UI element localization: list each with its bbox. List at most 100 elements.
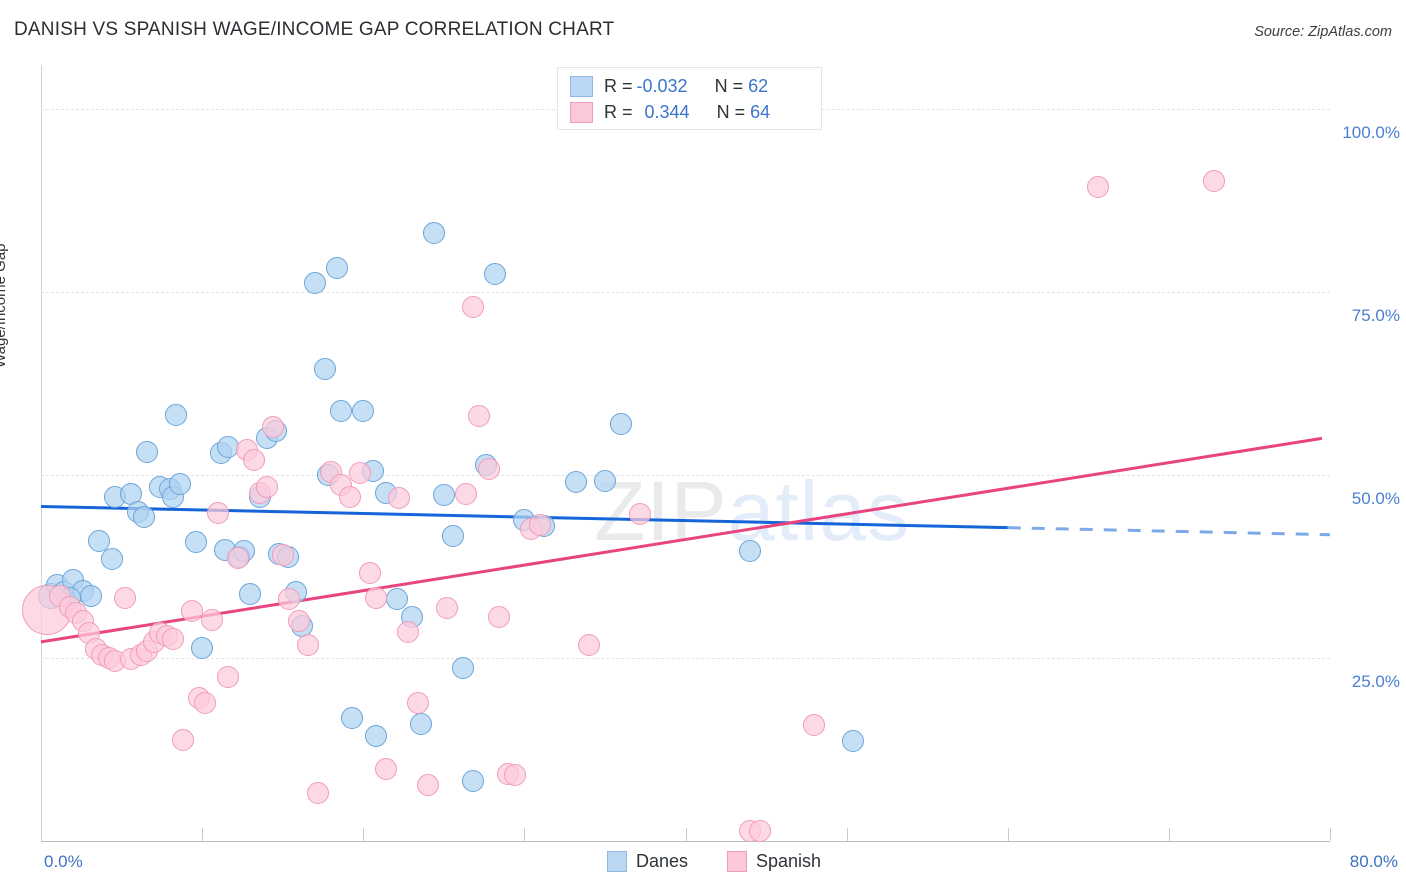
legend-label-danes: Danes	[636, 851, 689, 871]
legend-swatch-danes	[607, 851, 627, 872]
scatter-point-pink[interactable]	[242, 449, 265, 472]
x-axis-tick	[846, 828, 848, 841]
stats-n-value-danes: 62	[748, 75, 769, 96]
scatter-point-pink[interactable]	[216, 666, 239, 688]
scatter-point-pink[interactable]	[307, 781, 330, 804]
scatter-point-blue[interactable]	[239, 582, 262, 605]
scatter-point-pink[interactable]	[297, 633, 320, 656]
stats-n-label-danes: N =	[714, 75, 744, 96]
scatter-point-pink[interactable]	[629, 503, 652, 526]
scatter-point-pink[interactable]	[468, 405, 491, 428]
scatter-point-blue[interactable]	[484, 263, 507, 286]
scatter-point-blue[interactable]	[352, 399, 375, 422]
scatter-point-blue[interactable]	[442, 525, 465, 548]
scatter-point-pink[interactable]	[374, 758, 397, 781]
x-axis-tick	[685, 828, 687, 841]
scatter-point-blue[interactable]	[100, 548, 123, 571]
scatter-point-blue[interactable]	[168, 473, 191, 496]
scatter-point-pink[interactable]	[529, 513, 552, 536]
stats-swatch-danes	[570, 75, 593, 97]
scatter-point-pink[interactable]	[162, 627, 185, 650]
scatter-point-pink[interactable]	[365, 586, 388, 609]
scatter-point-blue[interactable]	[313, 357, 336, 380]
scatter-point-blue[interactable]	[136, 440, 159, 463]
stats-n-label-spanish: N =	[716, 101, 746, 122]
x-axis-tick	[1168, 828, 1170, 841]
scatter-point-pink[interactable]	[803, 714, 826, 737]
scatter-point-pink[interactable]	[461, 295, 484, 318]
scatter-point-blue[interactable]	[191, 636, 214, 659]
scatter-point-pink[interactable]	[171, 728, 194, 751]
scatter-point-pink[interactable]	[748, 819, 771, 842]
scatter-point-pink[interactable]	[397, 620, 420, 643]
scatter-point-pink[interactable]	[200, 608, 223, 631]
scatter-point-pink[interactable]	[416, 774, 439, 797]
legend-item-danes[interactable]: Danes	[607, 851, 688, 872]
scatter-point-pink[interactable]	[407, 692, 430, 715]
correlation-stats-box: R = -0.032 N = 62 R = 0.344 N = 64	[557, 67, 822, 130]
scatter-point-pink[interactable]	[226, 547, 249, 570]
scatter-point-pink[interactable]	[436, 597, 459, 620]
scatter-point-blue[interactable]	[423, 222, 446, 245]
scatter-point-blue[interactable]	[452, 657, 475, 680]
scatter-point-pink[interactable]	[278, 588, 301, 611]
scatter-point-blue[interactable]	[340, 707, 363, 729]
scatter-point-blue[interactable]	[738, 540, 761, 563]
scatter-point-blue[interactable]	[410, 712, 433, 735]
x-axis-tick	[202, 828, 204, 841]
scatter-point-pink[interactable]	[455, 482, 478, 505]
y-axis-title: Wage/Income Gap	[0, 243, 9, 368]
scatter-point-blue[interactable]	[365, 724, 388, 747]
scatter-point-blue[interactable]	[610, 412, 633, 435]
scatter-point-blue[interactable]	[461, 769, 484, 792]
scatter-point-pink[interactable]	[287, 610, 310, 633]
scatter-point-pink[interactable]	[194, 692, 217, 715]
stats-row-danes: R = -0.032 N = 62	[570, 72, 768, 100]
scatter-point-pink[interactable]	[487, 605, 510, 628]
scatter-point-blue[interactable]	[184, 531, 207, 554]
scatter-point-blue[interactable]	[165, 403, 188, 426]
scatter-point-pink[interactable]	[358, 562, 381, 585]
x-axis-line	[41, 841, 1330, 842]
scatter-point-pink[interactable]	[387, 487, 410, 510]
scatter-point-pink[interactable]	[349, 462, 372, 485]
x-axis-tick	[1330, 828, 1331, 841]
page-title: DANISH VS SPANISH WAGE/INCOME GAP CORREL…	[14, 19, 615, 40]
scatter-point-blue[interactable]	[593, 469, 616, 492]
legend-item-spanish[interactable]: Spanish	[727, 851, 821, 872]
scatter-point-blue[interactable]	[564, 471, 587, 494]
plot-area: ZIPatlas	[22, 65, 1331, 842]
scatter-point-pink[interactable]	[262, 416, 285, 439]
x-axis-tick	[363, 828, 365, 841]
stats-r-label-danes: R =	[604, 75, 633, 96]
scatter-point-blue[interactable]	[432, 484, 455, 507]
scatter-point-blue[interactable]	[88, 529, 110, 552]
scatter-point-pink[interactable]	[339, 485, 362, 508]
scatter-point-blue[interactable]	[326, 256, 349, 279]
stats-swatch-spanish	[570, 101, 593, 123]
scatter-point-pink[interactable]	[503, 764, 526, 787]
y-axis-tick-label: 75.0%	[1351, 305, 1400, 325]
scatter-point-pink[interactable]	[271, 544, 294, 567]
legend-swatch-spanish	[727, 851, 747, 872]
scatter-point-pink[interactable]	[181, 600, 204, 623]
scatter-point-blue[interactable]	[303, 272, 326, 295]
scatter-point-pink[interactable]	[477, 458, 500, 481]
x-axis-tick	[1007, 828, 1009, 841]
scatter-point-pink[interactable]	[113, 586, 136, 609]
scatter-point-pink[interactable]	[1202, 169, 1225, 192]
x-axis-tick	[524, 828, 526, 841]
x-axis-label-max: 80.0%	[1349, 852, 1398, 871]
scatter-point-pink[interactable]	[577, 633, 600, 656]
stats-r-value-spanish: 0.344	[644, 101, 690, 122]
stats-row-spanish: R = 0.344 N = 64	[570, 98, 770, 126]
y-axis-line	[41, 65, 42, 842]
scatter-point-blue[interactable]	[133, 505, 156, 528]
scatter-point-pink[interactable]	[1086, 175, 1109, 198]
scatter-point-pink[interactable]	[207, 502, 230, 525]
scatter-point-pink[interactable]	[255, 475, 278, 498]
scatter-point-blue[interactable]	[329, 399, 352, 422]
scatter-point-blue[interactable]	[842, 730, 865, 753]
stats-r-value-danes: -0.032	[636, 75, 688, 96]
